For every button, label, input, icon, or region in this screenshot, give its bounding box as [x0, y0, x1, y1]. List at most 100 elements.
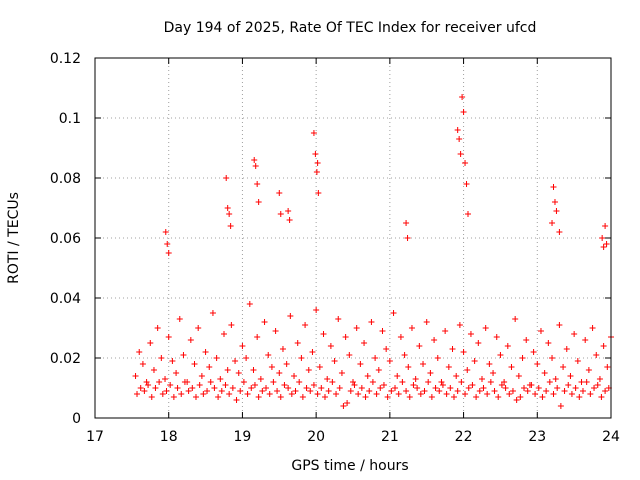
data-point: [314, 160, 321, 166]
data-point: [534, 361, 541, 367]
data-point: [482, 325, 489, 331]
data-point: [307, 388, 314, 394]
data-point: [338, 370, 345, 376]
data-point: [535, 385, 542, 391]
data-point: [568, 391, 575, 397]
data-point: [191, 361, 198, 367]
data-point: [185, 388, 192, 394]
data-point: [543, 388, 550, 394]
data-point: [303, 385, 310, 391]
data-point: [502, 385, 509, 391]
data-point: [152, 385, 159, 391]
data-point: [283, 361, 290, 367]
data-point: [528, 382, 535, 388]
data-point: [251, 382, 258, 388]
data-point: [484, 391, 491, 397]
data-point: [524, 388, 531, 394]
data-point: [310, 382, 317, 388]
data-point: [358, 385, 365, 391]
data-point: [141, 388, 148, 394]
data-point: [176, 316, 183, 322]
data-point: [539, 394, 546, 400]
data-point: [312, 151, 319, 157]
data-point: [438, 379, 445, 385]
data-point: [591, 385, 598, 391]
data-point: [263, 385, 270, 391]
data-point: [603, 241, 610, 247]
data-point: [550, 391, 557, 397]
data-point: [504, 343, 511, 349]
data-point: [255, 394, 262, 400]
data-point: [556, 322, 563, 328]
data-point: [589, 325, 596, 331]
data-point: [309, 349, 316, 355]
data-point: [372, 355, 379, 361]
data-point: [530, 349, 537, 355]
data-point: [204, 388, 211, 394]
data-point: [285, 385, 292, 391]
data-point: [388, 388, 395, 394]
data-point: [164, 241, 171, 247]
data-point: [259, 388, 266, 394]
data-point: [380, 382, 387, 388]
data-point: [296, 379, 303, 385]
data-point: [487, 379, 494, 385]
data-point: [169, 358, 176, 364]
data-point: [209, 310, 216, 316]
data-point: [270, 379, 277, 385]
data-point: [217, 376, 224, 382]
data-point: [287, 313, 294, 319]
data-point: [560, 364, 567, 370]
data-point: [578, 379, 585, 385]
data-point: [392, 385, 399, 391]
data-point: [362, 394, 369, 400]
data-point: [255, 199, 262, 205]
data-point: [369, 379, 376, 385]
data-point: [139, 361, 146, 367]
data-point: [223, 175, 230, 181]
data-point: [549, 220, 556, 226]
data-point: [187, 337, 194, 343]
data-point: [285, 208, 292, 214]
data-point: [162, 229, 169, 235]
data-point: [462, 160, 469, 166]
data-point: [350, 379, 356, 385]
data-point: [207, 379, 214, 385]
data-point: [294, 340, 301, 346]
x-tick-label: 24: [602, 429, 620, 445]
data-point: [473, 394, 480, 400]
data-point: [132, 373, 139, 379]
data-point: [145, 382, 152, 388]
data-point: [361, 340, 368, 346]
data-point: [546, 379, 553, 385]
data-point: [453, 373, 460, 379]
data-point: [556, 229, 563, 235]
data-point: [215, 394, 222, 400]
data-point: [459, 94, 466, 100]
data-point: [479, 376, 485, 382]
x-tick-label: 20: [307, 429, 325, 445]
data-point: [449, 346, 456, 352]
data-point: [598, 394, 605, 400]
data-points: [132, 94, 614, 409]
data-point: [321, 394, 328, 400]
data-point: [498, 382, 505, 388]
data-point: [439, 382, 446, 388]
data-point: [454, 127, 461, 133]
data-point: [394, 373, 401, 379]
data-point: [464, 367, 471, 373]
data-point: [476, 388, 483, 394]
data-point: [355, 391, 362, 397]
data-point: [147, 340, 154, 346]
data-point: [596, 376, 603, 382]
data-point: [423, 319, 430, 325]
data-point: [180, 352, 187, 358]
y-tick-label: 0.02: [50, 351, 81, 367]
data-point: [403, 220, 410, 226]
data-point: [493, 334, 500, 340]
data-point: [158, 355, 165, 361]
data-point: [276, 190, 283, 196]
data-point: [434, 355, 441, 361]
data-point: [292, 388, 299, 394]
data-point: [602, 223, 609, 229]
